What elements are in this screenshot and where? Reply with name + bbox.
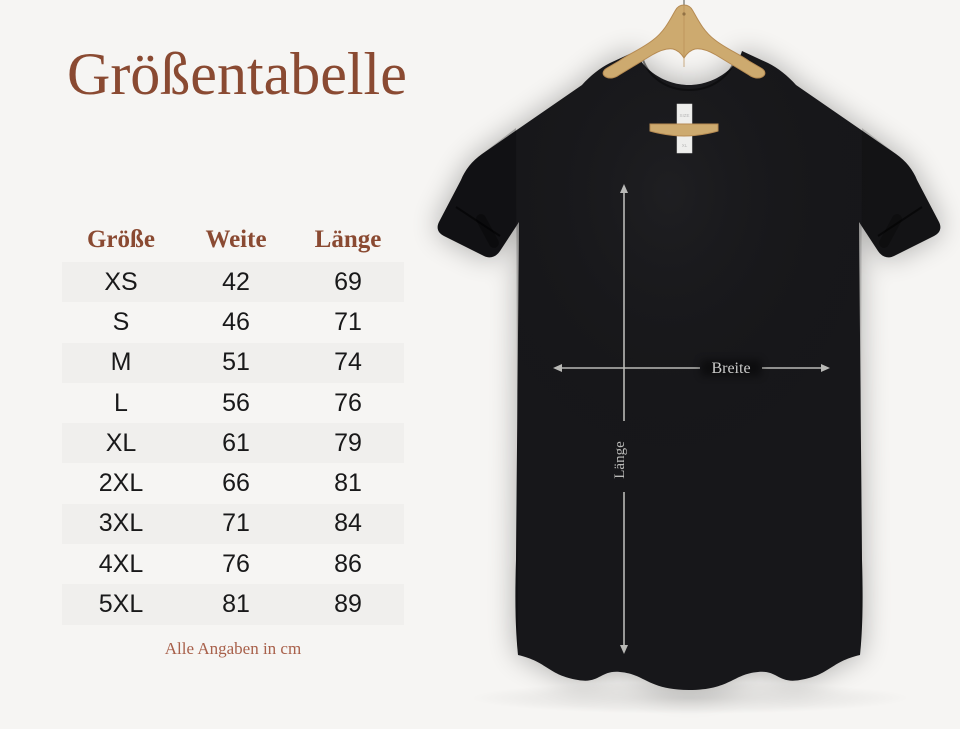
svg-text:Breite: Breite: [711, 360, 750, 377]
svg-text:Länge: Länge: [612, 441, 628, 479]
svg-text:SIZE: SIZE: [679, 113, 689, 118]
svg-text:XL: XL: [682, 143, 688, 148]
